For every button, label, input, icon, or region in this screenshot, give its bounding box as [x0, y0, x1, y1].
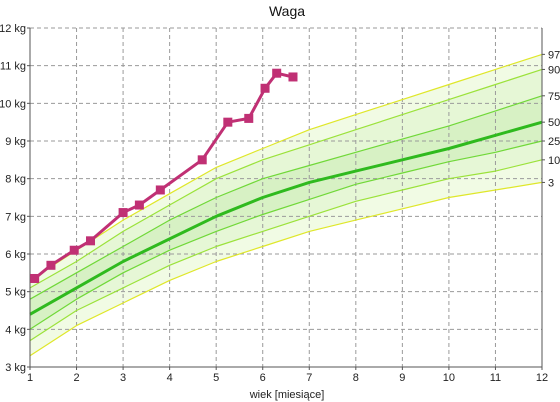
x-tick-label: 9 [399, 372, 405, 384]
x-tick-label: 11 [490, 372, 501, 384]
measurement-series [30, 68, 298, 283]
y-tick-label: 12 kg [0, 23, 26, 35]
x-tick-label: 1 [27, 372, 33, 384]
x-tick-label: 3 [120, 372, 126, 384]
x-tick-label: 2 [73, 372, 79, 384]
chart-title: Waga [269, 3, 305, 19]
percentile-line-p97 [29, 53, 543, 281]
x-tick-label: 6 [260, 372, 266, 384]
x-axis-label: wiek [miesiące] [249, 389, 325, 401]
measurement-point [69, 245, 79, 255]
percentile-line-p90 [29, 68, 543, 289]
band-p25-p75 [30, 95, 542, 330]
measurement-point [86, 236, 96, 246]
y-tick-label: 10 kg [0, 98, 26, 110]
percentile-label: 75 [548, 91, 560, 103]
measurement-point [30, 273, 40, 283]
percentile-curves [29, 53, 543, 357]
y-tick-label: 8 kg [5, 174, 26, 186]
measurement-point [244, 113, 254, 123]
y-tick-label: 11 kg [0, 61, 26, 73]
x-tick-label: 4 [167, 372, 173, 384]
percentile-label: 10 [548, 155, 560, 167]
y-tick-label: 3 kg [5, 362, 26, 374]
measurement-point [223, 117, 233, 127]
y-tick-label: 5 kg [5, 287, 26, 299]
measurement-point [155, 185, 165, 195]
measurement-point [197, 155, 207, 165]
measurement-point [272, 68, 282, 78]
percentile-line-p25 [29, 140, 543, 330]
measurement-point [260, 83, 270, 93]
percentile-label: 3 [548, 177, 554, 189]
x-tick-label: 8 [353, 372, 359, 384]
y-tick-label: 6 kg [5, 249, 26, 261]
measurement-point [46, 260, 56, 270]
x-tick-label: 5 [213, 372, 219, 384]
x-tick-label: 10 [443, 372, 455, 384]
percentile-line-p3 [29, 181, 543, 357]
percentile-line-p75 [29, 95, 543, 300]
percentile-label: 50 [548, 117, 560, 129]
measurement-point [288, 72, 298, 82]
percentile-label: 90 [548, 64, 560, 76]
measurement-point [118, 208, 128, 218]
percentile-label: 25 [548, 136, 560, 148]
measurement-point [134, 200, 144, 210]
y-tick-label: 9 kg [5, 136, 26, 148]
percentile-bands [30, 54, 542, 356]
y-tick-label: 7 kg [5, 211, 26, 223]
x-tick-label: 12 [536, 372, 548, 384]
percentile-line-p10 [29, 159, 543, 342]
percentile-line-p50 [29, 120, 543, 316]
percentile-label: 97 [548, 49, 560, 61]
x-tick-label: 7 [306, 372, 312, 384]
y-tick-label: 4 kg [5, 324, 26, 336]
